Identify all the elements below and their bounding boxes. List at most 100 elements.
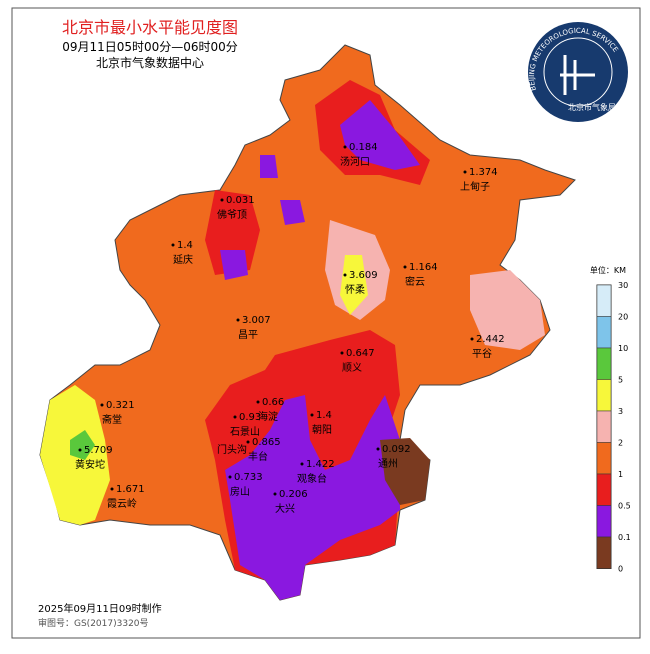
logo-circle bbox=[528, 22, 628, 122]
logo-mark bbox=[560, 55, 595, 95]
station-dot bbox=[343, 273, 347, 277]
station-dot bbox=[343, 145, 347, 149]
station-name: 丰台 bbox=[248, 450, 268, 463]
station-dot bbox=[340, 351, 344, 355]
station-name: 佛爷顶 bbox=[217, 208, 247, 221]
issuer: 北京市气象数据中心 bbox=[96, 55, 204, 70]
legend-swatch bbox=[596, 347, 612, 380]
legend-swatch bbox=[596, 442, 612, 475]
station-name: 通州 bbox=[378, 458, 398, 470]
station-name: 朝阳 bbox=[312, 424, 332, 436]
station-name: 观象台 bbox=[297, 472, 327, 485]
station-dot bbox=[236, 318, 240, 322]
station-value: 0.865 bbox=[252, 437, 281, 448]
zone-purple bbox=[340, 100, 420, 170]
legend-tick-label: 0.5 bbox=[618, 502, 631, 511]
legend-tick-label: 20 bbox=[618, 313, 628, 322]
station-name: 密云 bbox=[405, 275, 425, 288]
zone-purple bbox=[225, 395, 400, 600]
station-name: 大兴 bbox=[275, 502, 295, 515]
legend-tick-label: 0.1 bbox=[618, 533, 631, 542]
legend-tick-label: 0 bbox=[618, 565, 623, 574]
station-dot bbox=[403, 265, 407, 269]
station-name: 汤河口 bbox=[340, 155, 370, 168]
station-value: 0.184 bbox=[349, 142, 378, 153]
station-name: 怀柔 bbox=[345, 284, 365, 296]
station-name: 延庆 bbox=[173, 253, 193, 266]
station-name: 平谷 bbox=[472, 348, 492, 360]
legend: 30 20 10 5 3 2 1 0.5 0.1 0 bbox=[596, 281, 631, 574]
legend-tick-label: 30 bbox=[618, 281, 628, 290]
station-dot bbox=[273, 492, 277, 496]
station-name: 上甸子 bbox=[460, 180, 490, 193]
station-value: 3.007 bbox=[242, 315, 271, 326]
legend-swatch bbox=[596, 536, 612, 569]
station-dot bbox=[256, 400, 260, 404]
legend-tick-label: 3 bbox=[618, 407, 623, 416]
station-value: 3.609 bbox=[349, 270, 378, 281]
legend-tick-label: 1 bbox=[618, 470, 623, 479]
legend-swatch bbox=[596, 379, 612, 412]
station-dot bbox=[171, 243, 175, 247]
station-dot bbox=[300, 462, 304, 466]
station-dot bbox=[310, 413, 314, 417]
station-value: 0.092 bbox=[382, 444, 411, 455]
station-name: 石景山 bbox=[230, 426, 260, 438]
legend-swatch bbox=[596, 473, 612, 506]
map-title: 北京市最小水平能见度图 bbox=[62, 18, 238, 37]
legend-swatch bbox=[596, 505, 612, 538]
station-dot bbox=[100, 403, 104, 407]
station-name: 黄安坨 bbox=[75, 458, 105, 471]
station-value: 1.671 bbox=[116, 484, 145, 495]
footer-approval: 审图号：GS(2017)3320号 bbox=[38, 617, 149, 629]
station-name: 昌平 bbox=[238, 329, 258, 341]
logo-ring bbox=[543, 37, 613, 107]
legend-tick-label: 2 bbox=[618, 439, 623, 448]
station-value: 1.4 bbox=[316, 410, 332, 421]
station-name: 斋堂 bbox=[102, 413, 122, 426]
station-value: 0.206 bbox=[279, 489, 308, 500]
station-name: 门头沟 bbox=[217, 443, 247, 456]
station-value: 1.164 bbox=[409, 262, 438, 273]
map bbox=[39, 44, 576, 601]
station-value: 0.647 bbox=[346, 348, 375, 359]
station-value: 5.709 bbox=[84, 445, 113, 456]
footer-made: 2025年09月11日09时制作 bbox=[38, 602, 162, 615]
station-name: 海淀 bbox=[258, 410, 278, 423]
station-dot bbox=[78, 448, 82, 452]
station-name: 顺义 bbox=[342, 362, 362, 374]
zone-red bbox=[205, 190, 260, 275]
station-value: 0.66 bbox=[262, 397, 284, 408]
legend-swatch bbox=[596, 316, 612, 349]
logo-name: 北京市气象局 bbox=[568, 102, 616, 112]
station-value: 0.733 bbox=[234, 472, 263, 483]
logo: BEIJING METEOROLOGICAL SERVICE 北京市气象局 bbox=[528, 22, 628, 122]
station-value: 0.031 bbox=[226, 195, 255, 206]
zone-brown bbox=[380, 438, 430, 505]
legend-tick-label: 5 bbox=[618, 376, 623, 385]
station-dot bbox=[246, 440, 250, 444]
zone-purple bbox=[220, 250, 248, 280]
station-dot bbox=[110, 487, 114, 491]
zone-pink bbox=[470, 270, 545, 350]
station-name: 霞云岭 bbox=[107, 497, 137, 510]
zone-purple bbox=[280, 200, 305, 225]
station-value: 1.374 bbox=[469, 167, 498, 178]
station-dot bbox=[470, 337, 474, 341]
station-value: 1.422 bbox=[306, 459, 335, 470]
station-name: 房山 bbox=[230, 485, 250, 498]
station-dot bbox=[463, 170, 467, 174]
station-dot bbox=[228, 475, 232, 479]
station-dot bbox=[220, 198, 224, 202]
legend-unit: 单位：KM bbox=[590, 265, 626, 275]
legend-tick-label: 10 bbox=[618, 344, 628, 353]
stations: 0.184 汤河口 1.374 上甸子 0.031 佛爷顶 1.4 延庆 3.609 怀柔 1.16… bbox=[75, 142, 505, 515]
station-value: 0.321 bbox=[106, 400, 135, 411]
map-subtitle: 09月11日05时00分—06时00分 bbox=[62, 40, 238, 54]
station-value: 0.93 bbox=[239, 412, 261, 423]
zone-green bbox=[70, 430, 95, 460]
legend-swatch bbox=[596, 284, 612, 317]
station-value: 2.442 bbox=[476, 334, 505, 345]
station-dot bbox=[233, 415, 237, 419]
